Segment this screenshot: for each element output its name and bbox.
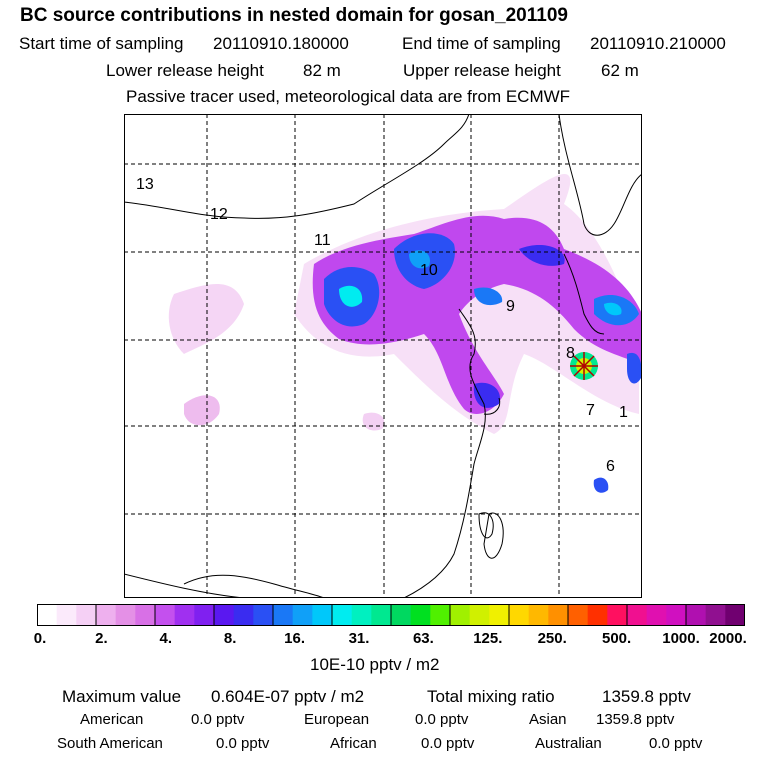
colorbar-cell [214, 604, 235, 626]
colorbar-cell [430, 604, 451, 626]
colorbar-cell [135, 604, 156, 626]
map-frame [124, 114, 642, 598]
region-label: 6 [606, 458, 615, 475]
end-time-value: 20110910.210000 [590, 34, 726, 53]
region-label: 7 [586, 402, 595, 419]
color-scale-bar [37, 604, 745, 626]
source-name: African [330, 735, 377, 752]
colorbar-cell [391, 604, 412, 626]
colorbar-cell [607, 604, 628, 626]
colorbar-tick-label: 8. [223, 630, 237, 647]
colorbar-cell [528, 604, 549, 626]
region-labels: 13 12 11 10 9 8 7 1 6 [136, 176, 628, 475]
plot-title: BC source contributions in nested domain… [20, 5, 568, 26]
source-contribution-map: 13 12 11 10 9 8 7 1 6 [124, 114, 642, 598]
colorbar-cell [253, 604, 274, 626]
max-value-label: Maximum value [62, 687, 182, 706]
region-label: 11 [314, 232, 331, 249]
source-value: 0.0 pptv [216, 735, 270, 752]
region-label: 12 [210, 206, 228, 223]
source-name: European [304, 711, 370, 728]
colorbar-tick-label: 125. [473, 630, 503, 647]
colorbar-cell [548, 604, 569, 626]
lower-release-label: Lower release height [106, 61, 264, 80]
lower-release-value: 82 m [303, 61, 341, 80]
colorbar-cell [371, 604, 392, 626]
colorbar-cell [509, 604, 530, 626]
upper-release-value: 62 m [601, 61, 639, 80]
colorbar-cell [332, 604, 353, 626]
colorbar-tick-label: 2. [95, 630, 108, 647]
colorbar-cell [705, 604, 726, 626]
colorbar-cell [489, 604, 510, 626]
colorbar-tick-label: 4. [159, 630, 173, 647]
colorbar-tick-label: 31. [348, 630, 370, 647]
source-value: 0.0 pptv [415, 711, 469, 728]
colorbar-cell [292, 604, 313, 626]
colorbar-cell [155, 604, 176, 626]
colorbar-tick-label: 1000. [662, 630, 700, 647]
colorbar-tick-label: 0. [33, 630, 47, 647]
colorbar-cell [174, 604, 195, 626]
colorbar-cell [76, 604, 97, 626]
colorbar-cell [233, 604, 254, 626]
colorbar-cell [273, 604, 294, 626]
colorbar-tick-label: 500. [601, 630, 632, 647]
total-mixing-label: Total mixing ratio [427, 687, 555, 706]
coastlines [124, 114, 642, 598]
colorbar-cell [686, 604, 707, 626]
colorbar-cell [646, 604, 667, 626]
star-marker-icon [570, 352, 598, 380]
contribution-field [168, 173, 642, 493]
tracer-note: Passive tracer used, meteorological data… [126, 87, 571, 106]
colorbar-cell [469, 604, 490, 626]
source-name: American [80, 711, 144, 728]
colorbar-cell [56, 604, 77, 626]
source-name: Australian [535, 735, 602, 752]
colorbar-cell [410, 604, 431, 626]
source-value: 0.0 pptv [191, 711, 245, 728]
source-name: South American [57, 735, 163, 752]
colorbar-tick-label: 2000. [709, 630, 747, 647]
source-value: 1359.8 pptv [596, 711, 675, 728]
region-label: 9 [506, 298, 515, 315]
colorbar-tick-label: 16. [284, 630, 306, 647]
total-mixing-value: 1359.8 pptv [602, 687, 691, 706]
colorbar-cell [37, 604, 58, 626]
start-time-value: 20110910.180000 [213, 34, 349, 53]
source-name: Asian [529, 711, 567, 728]
colorbar-cell [725, 604, 745, 626]
region-label: 13 [136, 176, 154, 193]
colorbar-cell [627, 604, 648, 626]
colorbar-unit: 10E-10 pptv / m2 [310, 655, 440, 674]
start-time-label: Start time of sampling [19, 34, 184, 53]
end-time-label: End time of sampling [402, 34, 561, 53]
region-label: 10 [420, 262, 438, 279]
colorbar-tick-label: 63. [412, 630, 434, 647]
colorbar-cell [351, 604, 372, 626]
colorbar-cell [115, 604, 136, 626]
colorbar-cell [194, 604, 215, 626]
taiwan-outline [483, 512, 504, 559]
colorbar-cell [587, 604, 608, 626]
source-value: 0.0 pptv [649, 735, 703, 752]
max-value: 0.604E-07 pptv / m2 [211, 687, 365, 706]
upper-release-label: Upper release height [403, 61, 561, 80]
colorbar-cell [312, 604, 333, 626]
colorbar-cell [568, 604, 589, 626]
colorbar-tick-label: 250. [537, 630, 567, 647]
region-label: 8 [566, 345, 575, 362]
lat-lon-grid [124, 114, 642, 598]
region-label: 1 [619, 404, 628, 421]
source-value: 0.0 pptv [421, 735, 475, 752]
colorbar-cell [666, 604, 687, 626]
colorbar-cell [450, 604, 471, 626]
colorbar-cell [96, 604, 117, 626]
